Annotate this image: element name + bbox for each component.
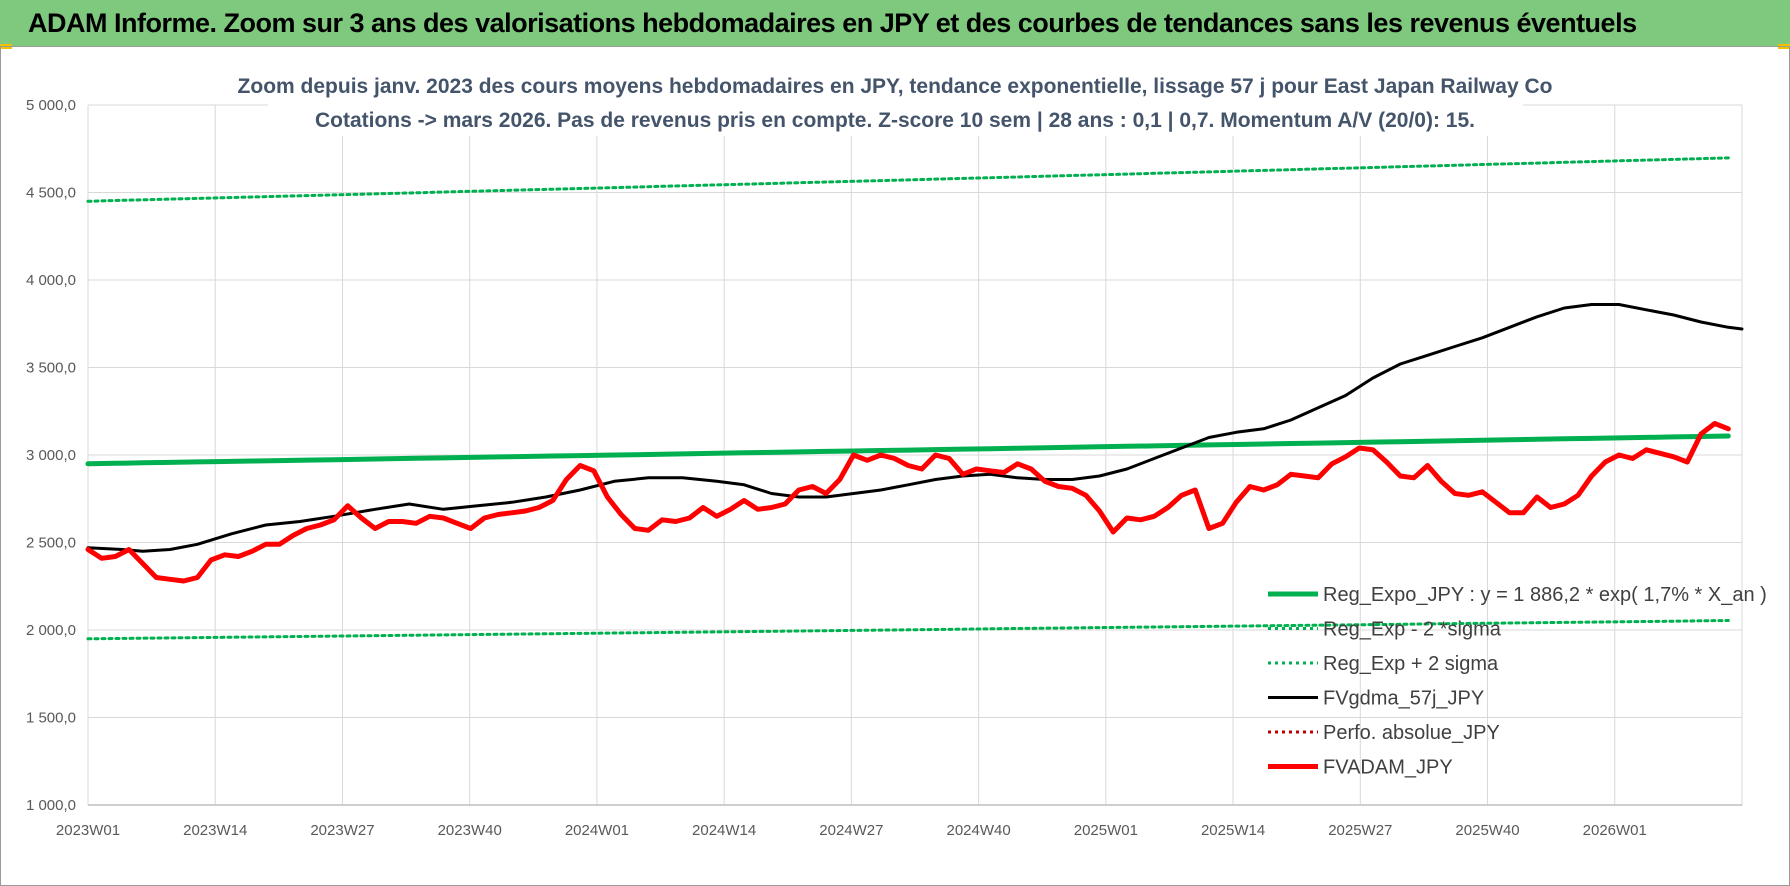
- x-tick-label: 2024W01: [565, 822, 629, 839]
- y-tick-label: 3 000,0: [26, 447, 76, 464]
- series-line-5: [85, 421, 1731, 584]
- y-tick-label: 1 000,0: [26, 797, 76, 814]
- series-line-3: [86, 303, 1744, 553]
- series-layer: [85, 156, 1744, 641]
- legend-label: Reg_Expo_JPY : y = 1 886,2 * exp( 1,7% *…: [1323, 584, 1767, 606]
- x-tick-label: 2025W27: [1328, 822, 1392, 839]
- chart-title: Zoom depuis janv. 2023 des cours moyens …: [238, 75, 1553, 98]
- x-tick-label: 2026W01: [1583, 822, 1647, 839]
- chart-title-block: Zoom depuis janv. 2023 des cours moyens …: [238, 66, 1553, 136]
- x-tick-label: 2023W27: [310, 822, 374, 839]
- y-tick-label: 1 500,0: [26, 710, 76, 727]
- x-tick-label: 2024W27: [819, 822, 883, 839]
- legend-label: FVADAM_JPY: [1323, 757, 1453, 779]
- title-background: [268, 66, 1523, 136]
- y-tick-label: 5 000,0: [26, 97, 76, 114]
- report-title: ADAM Informe. Zoom sur 3 ans des valoris…: [28, 8, 1637, 38]
- chart-subtitle: Cotations -> mars 2026. Pas de revenus p…: [315, 109, 1475, 132]
- x-tick-label: 2023W01: [56, 822, 120, 839]
- grid: [87, 104, 1743, 806]
- series-line-2: [86, 156, 1730, 203]
- x-tick-label: 2023W14: [183, 822, 247, 839]
- legend-label: FVgdma_57j_JPY: [1323, 688, 1484, 710]
- y-tick-label: 4 000,0: [26, 272, 76, 289]
- report-banner: ADAM Informe. Zoom sur 3 ans des valoris…: [0, 0, 1790, 47]
- y-tick-label: 3 500,0: [26, 360, 76, 377]
- legend: Reg_Expo_JPY : y = 1 886,2 * exp( 1,7% *…: [1268, 584, 1767, 779]
- x-tick-label: 2025W14: [1201, 822, 1265, 839]
- axes: 1 000,0 1 500,0 2 000,0 2 500,0 3 000,0 3 500…: [26, 97, 1742, 839]
- x-tick-label: 2024W14: [692, 822, 756, 839]
- legend-label: Reg_Exp + 2 sigma: [1323, 653, 1499, 675]
- y-tick-label: 4 500,0: [26, 185, 76, 202]
- x-tick-label: 2025W01: [1074, 822, 1138, 839]
- series-line-0: [85, 433, 1731, 467]
- legend-label: Perfo. absolue_JPY: [1323, 722, 1500, 744]
- y-tick-label: 2 000,0: [26, 622, 76, 639]
- x-tick-label: 2025W40: [1455, 822, 1519, 839]
- series-line-1: [86, 619, 1730, 641]
- x-tick-label: 2024W40: [947, 822, 1011, 839]
- legend-label: Reg_Exp - 2 *sigma: [1323, 619, 1502, 641]
- x-tick-label: 2023W40: [438, 822, 502, 839]
- y-tick-label: 2 500,0: [26, 535, 76, 552]
